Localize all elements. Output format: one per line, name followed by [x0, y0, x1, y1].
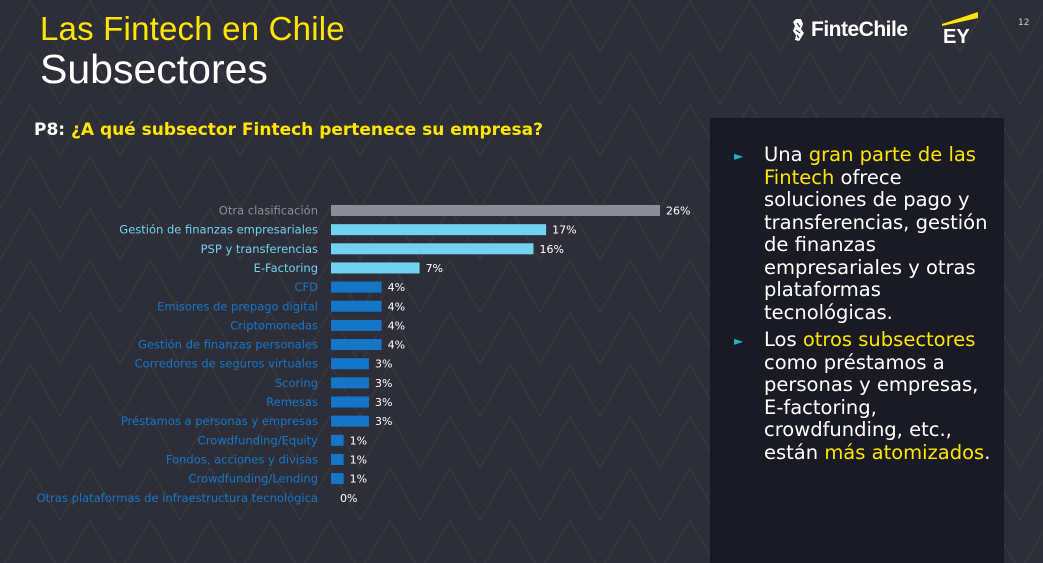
ey-beam-icon: [942, 12, 978, 26]
value-label: 7%: [426, 262, 443, 275]
category-label: Scoring: [275, 376, 318, 390]
value-label: 4%: [388, 281, 405, 294]
question-text: ¿A qué subsector Fintech pertenece su em…: [71, 120, 544, 140]
category-label: Otras plataformas de infraestructura tec…: [37, 491, 318, 505]
insights-panel: ► Una gran parte de las Fintech ofrece s…: [710, 118, 1004, 563]
page-subtitle: Subsectores: [40, 46, 268, 92]
page-number: 12: [1018, 18, 1030, 28]
category-label: Remesas: [266, 395, 318, 409]
page-title: Las Fintech en Chile: [40, 10, 345, 47]
bar: [331, 205, 660, 216]
value-label: 4%: [388, 300, 405, 313]
survey-question: P8: ¿A qué subsector Fintech pertenece s…: [34, 120, 543, 140]
category-label: Crowdfunding/Equity: [198, 433, 318, 447]
value-label: 16%: [539, 243, 563, 256]
value-label: 3%: [375, 396, 392, 409]
ey-brand: EY: [943, 26, 970, 46]
value-label: 1%: [350, 434, 367, 447]
value-label: 26%: [666, 205, 690, 218]
bar: [331, 396, 369, 408]
bar: [331, 377, 369, 389]
bar: [331, 434, 344, 446]
finte-chile-logo: FinteChile: [789, 18, 908, 42]
value-label: 0%: [340, 492, 357, 505]
bar: [331, 453, 344, 465]
insight-bullet-1: ► Una gran parte de las Fintech ofrece s…: [734, 143, 994, 324]
bar: [331, 339, 382, 351]
category-label: PSP y transferencias: [201, 242, 318, 256]
bar: [331, 319, 382, 331]
subsector-bar-chart: Otra clasificación 26% Gestión de finanzas…: [37, 204, 691, 505]
category-label: CFD: [295, 280, 319, 294]
category-label: Fondos, acciones y divisas: [166, 452, 318, 466]
question-prefix: P8:: [34, 120, 66, 140]
bar: [331, 358, 369, 370]
bar: [331, 473, 344, 485]
triangle-bullet-icon: ►: [734, 149, 744, 163]
category-label: Préstamos a personas y empresas: [121, 414, 318, 428]
category-label: Corredores de seguros virtuales: [135, 357, 318, 371]
bar: [331, 415, 369, 427]
category-label: Gestión de finanzas empresariales: [119, 223, 318, 237]
category-label: Emisores de prepago digital: [157, 299, 318, 313]
category-label: Crowdfunding/Lending: [189, 472, 318, 486]
category-label: E-Factoring: [254, 261, 318, 275]
category-label: Gestión de finanzas personales: [138, 338, 318, 352]
category-label: Otra clasificación: [219, 204, 318, 218]
value-label: 3%: [375, 377, 392, 390]
ey-logo: EY: [942, 12, 978, 46]
bar: [331, 262, 420, 274]
triangle-bullet-icon: ►: [734, 334, 744, 348]
insight-text-1: Una gran parte de las Fintech ofrece sol…: [764, 143, 988, 324]
bar: [331, 224, 547, 236]
category-label: Criptomonedas: [230, 318, 318, 332]
chile-map-icon: [793, 19, 804, 41]
value-label: 3%: [375, 415, 392, 428]
value-label: 17%: [552, 224, 576, 237]
value-label: 3%: [375, 358, 392, 371]
bar: [331, 243, 534, 255]
value-label: 1%: [350, 473, 367, 486]
insight-text-2: Los otros subsectores como préstamos a p…: [764, 328, 991, 464]
value-label: 1%: [350, 453, 367, 466]
bar: [331, 300, 382, 312]
finte-chile-brand: FinteChile: [811, 18, 908, 41]
insight-bullet-2: ► Los otros subsectores como préstamos a…: [734, 328, 994, 464]
value-label: 4%: [388, 319, 405, 332]
bar: [331, 281, 382, 293]
value-label: 4%: [388, 339, 405, 352]
